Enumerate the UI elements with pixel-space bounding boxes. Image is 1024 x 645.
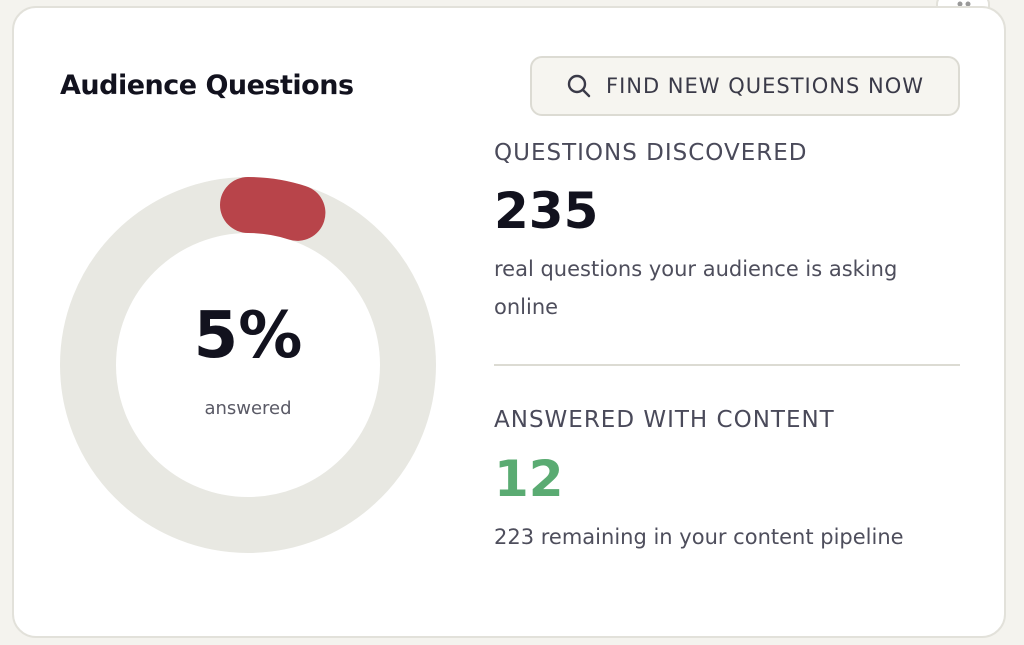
stat-description: real questions your audience is asking o… xyxy=(494,257,898,319)
search-icon xyxy=(567,74,591,98)
donut-arc xyxy=(60,177,436,553)
percent-caption: answered xyxy=(204,398,291,419)
stat-description: 223 remaining in your content pipeline xyxy=(494,525,904,549)
stat-value: 12 xyxy=(494,450,564,508)
button-label: FIND NEW QUESTIONS NOW xyxy=(605,74,924,98)
divider xyxy=(494,364,960,366)
stat-label: QUESTIONS DISCOVERED xyxy=(494,140,808,166)
percent-label: 5% xyxy=(194,299,303,373)
find-button[interactable]: FIND NEW QUESTIONS NOW xyxy=(530,56,960,116)
donut-chart: 5% answered xyxy=(60,177,436,553)
stat-label: ANSWERED WITH CONTENT xyxy=(494,407,835,433)
stat-value: 235 xyxy=(494,182,599,240)
card-title: Audience Questions xyxy=(60,70,354,101)
